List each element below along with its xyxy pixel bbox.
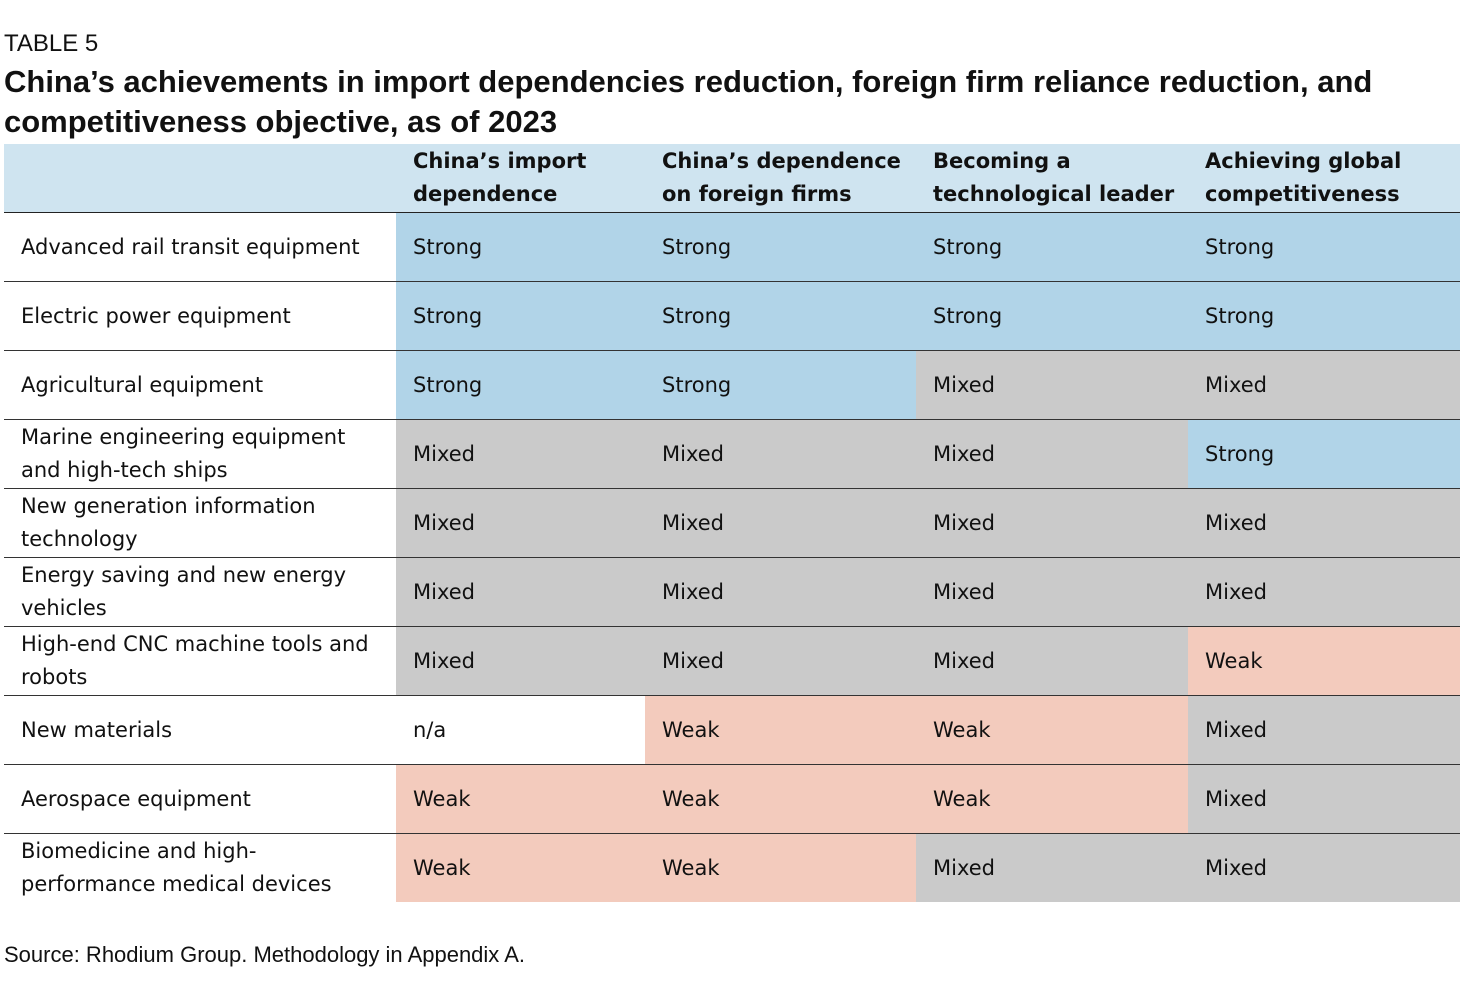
rating-cell: Strong (645, 212, 916, 282)
rating-cell: Mixed (396, 419, 645, 489)
header-global-competitiveness: Achieving global competitiveness (1188, 144, 1460, 213)
rating-cell: Mixed (645, 419, 916, 489)
header-tech-leader: Becoming a technological leader (916, 144, 1188, 213)
table-row: Marine engineering equipment and high-te… (4, 419, 1460, 489)
row-label: High-end CNC machine tools and robots (4, 626, 396, 696)
rating-cell: Mixed (916, 488, 1188, 558)
rating-cell: n/a (396, 695, 645, 765)
table-title: China’s achievements in import dependenc… (4, 64, 1373, 139)
row-label: Marine engineering equipment and high-te… (4, 419, 396, 489)
rating-cell: Mixed (916, 419, 1188, 489)
row-label: Biomedicine and high-performance medical… (4, 833, 396, 902)
rating-cell: Mixed (916, 557, 1188, 627)
row-label: Agricultural equipment (4, 350, 396, 420)
source-note: Source: Rhodium Group. Methodology in Ap… (4, 942, 525, 967)
rating-cell: Mixed (645, 626, 916, 696)
rating-cell: Strong (645, 281, 916, 351)
rating-cell: Strong (396, 281, 645, 351)
table-row: Aerospace equipment Weak Weak Weak Mixed (4, 764, 1460, 834)
rating-cell: Mixed (1188, 833, 1460, 902)
table-header-row: China’s import dependence China’s depend… (4, 144, 1460, 213)
rating-cell: Mixed (1188, 557, 1460, 627)
rating-cell: Weak (916, 695, 1188, 765)
table-row: Advanced rail transit equipment Strong Str… (4, 212, 1460, 282)
rating-cell: Mixed (645, 557, 916, 627)
rating-cell: Strong (916, 281, 1188, 351)
rating-cell: Mixed (396, 626, 645, 696)
rating-cell: Weak (396, 764, 645, 834)
row-label: Advanced rail transit equipment (4, 212, 396, 282)
rating-cell: Mixed (916, 626, 1188, 696)
rating-cell: Strong (1188, 419, 1460, 489)
assessment-table-container: China’s import dependence China’s depend… (4, 144, 1460, 902)
rating-cell: Mixed (1188, 764, 1460, 834)
table-row: High-end CNC machine tools and robots Mix… (4, 626, 1460, 696)
rating-cell: Weak (1188, 626, 1460, 696)
rating-cell: Strong (1188, 212, 1460, 282)
rating-cell: Mixed (916, 833, 1188, 902)
row-label: Aerospace equipment (4, 764, 396, 834)
row-label: New materials (4, 695, 396, 765)
rating-cell: Strong (645, 350, 916, 420)
rating-cell: Weak (396, 833, 645, 902)
rating-cell: Mixed (645, 488, 916, 558)
table-body: Advanced rail transit equipment Strong Str… (4, 212, 1460, 902)
table-row: Electric power equipment Strong Strong Stro… (4, 281, 1460, 351)
rating-cell: Strong (396, 350, 645, 420)
header-import-dependence: China’s import dependence (396, 144, 645, 213)
table-label: TABLE 5 (4, 30, 99, 57)
rating-cell: Mixed (1188, 695, 1460, 765)
table-row: Biomedicine and high-performance medical… (4, 833, 1460, 902)
rating-cell: Mixed (1188, 488, 1460, 558)
header-sector (4, 144, 396, 213)
table-row: New generation information technology Mix… (4, 488, 1460, 558)
rating-cell: Strong (1188, 281, 1460, 351)
rating-cell: Weak (916, 764, 1188, 834)
table-row: Energy saving and new energy vehicles Mix… (4, 557, 1460, 627)
header-foreign-firms: China’s dependence on foreign firms (645, 144, 916, 213)
rating-cell: Strong (396, 212, 645, 282)
rating-cell: Mixed (916, 350, 1188, 420)
table-row: New materials n/a Weak Weak Mixed (4, 695, 1460, 765)
rating-cell: Strong (916, 212, 1188, 282)
rating-cell: Weak (645, 833, 916, 902)
table-row: Agricultural equipment Strong Strong Mixed M… (4, 350, 1460, 420)
rating-cell: Mixed (1188, 350, 1460, 420)
row-label: Energy saving and new energy vehicles (4, 557, 396, 627)
assessment-table: China’s import dependence China’s depend… (4, 144, 1460, 902)
rating-cell: Weak (645, 695, 916, 765)
row-label: New generation information technology (4, 488, 396, 558)
rating-cell: Mixed (396, 488, 645, 558)
rating-cell: Weak (645, 764, 916, 834)
rating-cell: Mixed (396, 557, 645, 627)
row-label: Electric power equipment (4, 281, 396, 351)
